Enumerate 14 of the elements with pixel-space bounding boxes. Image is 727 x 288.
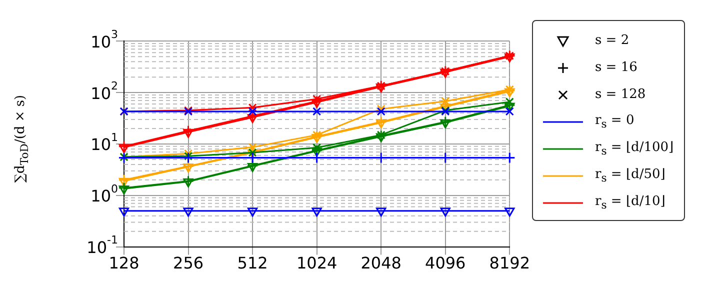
x-tick-label: 8192 — [489, 254, 530, 273]
legend-label: s = 2 — [595, 33, 630, 48]
legend-label: s = 128 — [595, 87, 646, 102]
legend-label: s = 16 — [595, 60, 638, 75]
legend-label: r$_{s}$ = ⌊d/100⌋ — [595, 140, 674, 158]
x-tick-label: 512 — [237, 254, 268, 273]
legend-label: r$_{s}$ = ⌊d/50⌋ — [595, 166, 666, 184]
x-tick-label: 2048 — [360, 254, 402, 273]
x-tick-label: 128 — [108, 254, 140, 273]
legend-label: r$_{s}$ = ⌊d/10⌋ — [595, 194, 666, 212]
x-tick-label: 1024 — [296, 254, 338, 273]
x-tick-label: 4096 — [425, 254, 466, 273]
legend-label: r$_{s}$ = 0 — [595, 112, 634, 130]
x-tick-label: 256 — [173, 254, 204, 273]
